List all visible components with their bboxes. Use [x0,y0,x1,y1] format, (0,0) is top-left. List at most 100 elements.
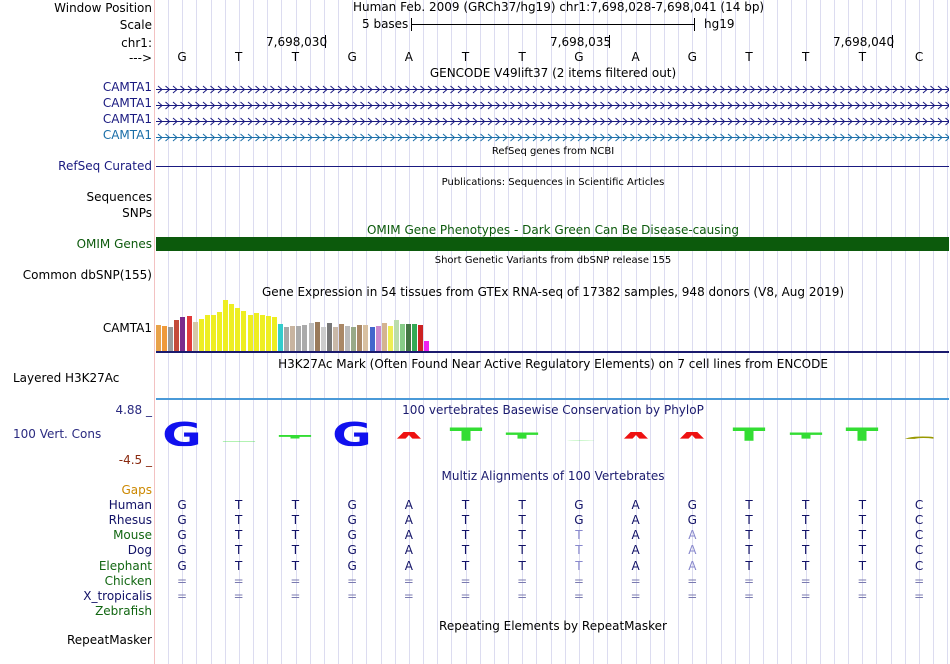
omim-gene-bar[interactable] [156,237,949,251]
gridline [706,0,707,664]
gridline [791,0,792,664]
alignment-base: C [914,498,924,513]
gridline [536,0,537,664]
coord-label-2: 7,698,035 [550,35,612,49]
gencode-item-label-1[interactable]: CAMTA1 [102,80,152,94]
gencode-item-label-4[interactable]: CAMTA1 [102,128,152,142]
scale-bar [411,18,695,31]
species-label[interactable]: Gaps [121,483,152,497]
species-label[interactable]: Chicken [104,573,152,588]
gridline [891,0,892,664]
gtex-tissue-bar[interactable] [418,325,424,351]
gridline [664,0,665,664]
alignment-base: = [176,573,188,588]
gtex-tissue-bar[interactable] [204,315,210,351]
gtex-tissue-bar[interactable] [314,322,320,351]
gtex-tissue-bar[interactable] [271,317,277,351]
gencode-transcript-4[interactable] [156,131,950,142]
gtex-tissue-bar[interactable] [369,327,375,351]
gtex-tissue-bar[interactable] [320,327,326,351]
gtex-tissue-bar[interactable] [363,325,369,351]
gencode-item-label-2[interactable]: CAMTA1 [102,96,152,110]
species-label[interactable]: X_tropicalis [83,588,152,603]
gridline [621,0,622,664]
phylop-logo-row[interactable]: GTTGATTGAATTTC [156,418,949,448]
repeatmasker-track-label[interactable]: RepeatMasker [66,633,152,647]
gtex-tissue-bar[interactable] [192,322,198,351]
refseq-gene-line[interactable] [156,166,949,167]
dbsnp-track-label[interactable]: Common dbSNP(155) [22,268,152,282]
gencode-transcript-2[interactable] [156,99,950,110]
gtex-expression-chart[interactable] [156,299,536,351]
gtex-tissue-bar[interactable] [229,304,235,351]
gtex-tissue-bar[interactable] [345,326,351,351]
species-label[interactable]: Elephant [98,558,152,573]
species-label[interactable]: Dog [127,543,152,558]
alignment-base: T [461,528,470,543]
gtex-tissue-bar[interactable] [339,324,344,351]
gtex-tissue-bar[interactable] [168,327,174,351]
gtex-tissue-bar[interactable] [180,317,186,351]
gtex-tissue-bar[interactable] [406,324,412,351]
scale-db-text: hg19 [704,17,735,31]
gencode-transcript-3[interactable] [156,115,950,126]
gtex-tissue-bar[interactable] [393,320,399,351]
snps-track-label[interactable]: SNPs [122,206,152,220]
gtex-tissue-bar[interactable] [351,327,357,351]
gtex-tissue-bar[interactable] [253,313,259,351]
gtex-tissue-bar[interactable] [375,326,381,351]
sequences-track-label[interactable]: Sequences [86,190,152,204]
gtex-tissue-bar[interactable] [217,312,222,351]
vert-cons-track-label[interactable]: 100 Vert. Cons [13,427,102,441]
gencode-item-label-3[interactable]: CAMTA1 [102,112,152,126]
omim-track-label[interactable]: OMIM Genes [76,237,152,251]
gtex-tissue-bar[interactable] [247,315,253,351]
gtex-tissue-bar[interactable] [223,300,229,351]
gtex-tissue-bar[interactable] [412,324,418,351]
gtex-tissue-bar[interactable] [332,327,338,351]
repeatmasker-track-title: Repeating Elements by RepeatMasker [439,619,667,633]
gtex-tissue-bar[interactable] [259,315,265,351]
alignment-base: = [176,588,188,603]
strand-arrow-label[interactable]: ---> [128,51,152,65]
gridline [423,0,424,664]
alignment-base: G [347,558,357,573]
sequence-base: T [235,50,243,64]
multiz-track-title: Multiz Alignments of 100 Vertebrates [441,469,665,483]
gencode-transcript-1[interactable] [156,83,950,94]
species-label[interactable]: Human [108,498,152,513]
h3k27ac-track-label[interactable]: Layered H3K27Ac [13,371,120,385]
gtex-tissue-bar[interactable] [198,319,204,351]
gridline [451,0,452,664]
gtex-tissue-bar[interactable] [156,325,161,351]
gtex-tissue-bar[interactable] [381,323,387,351]
alignment-base: A [631,528,640,543]
gtex-tissue-bar[interactable] [424,341,430,351]
gtex-tissue-bar[interactable] [326,323,332,351]
gtex-tissue-bar[interactable] [290,326,296,351]
gtex-tissue-bar[interactable] [308,323,314,351]
gtex-tissue-bar[interactable] [235,308,241,351]
gtex-tissue-bar[interactable] [387,326,393,351]
alignment-base: = [460,588,471,603]
gtex-tissue-bar[interactable] [265,316,271,351]
gridline [763,0,764,664]
gtex-tissue-bar[interactable] [357,325,363,351]
gtex-gene-label[interactable]: CAMTA1 [102,321,152,335]
species-label[interactable]: Zebrafish [95,603,152,618]
gtex-tissue-bar[interactable] [174,320,180,351]
gtex-tissue-bar[interactable] [302,325,308,351]
gtex-tissue-bar[interactable] [210,315,216,351]
refseq-track-label[interactable]: RefSeq Curated [58,159,152,173]
h3k27ac-signal-line[interactable] [156,398,949,400]
gtex-tissue-bar[interactable] [186,316,192,351]
gtex-tissue-bar[interactable] [296,326,302,351]
species-label[interactable]: Rhesus [108,513,152,528]
gtex-tissue-bar[interactable] [284,327,290,351]
gtex-tissue-bar[interactable] [241,311,247,351]
gtex-tissue-bar[interactable] [278,324,283,351]
phylop-base-letter: T [254,434,337,439]
species-label[interactable]: Mouse [113,528,152,543]
gtex-tissue-bar[interactable] [162,326,168,351]
gtex-tissue-bar[interactable] [400,324,405,351]
